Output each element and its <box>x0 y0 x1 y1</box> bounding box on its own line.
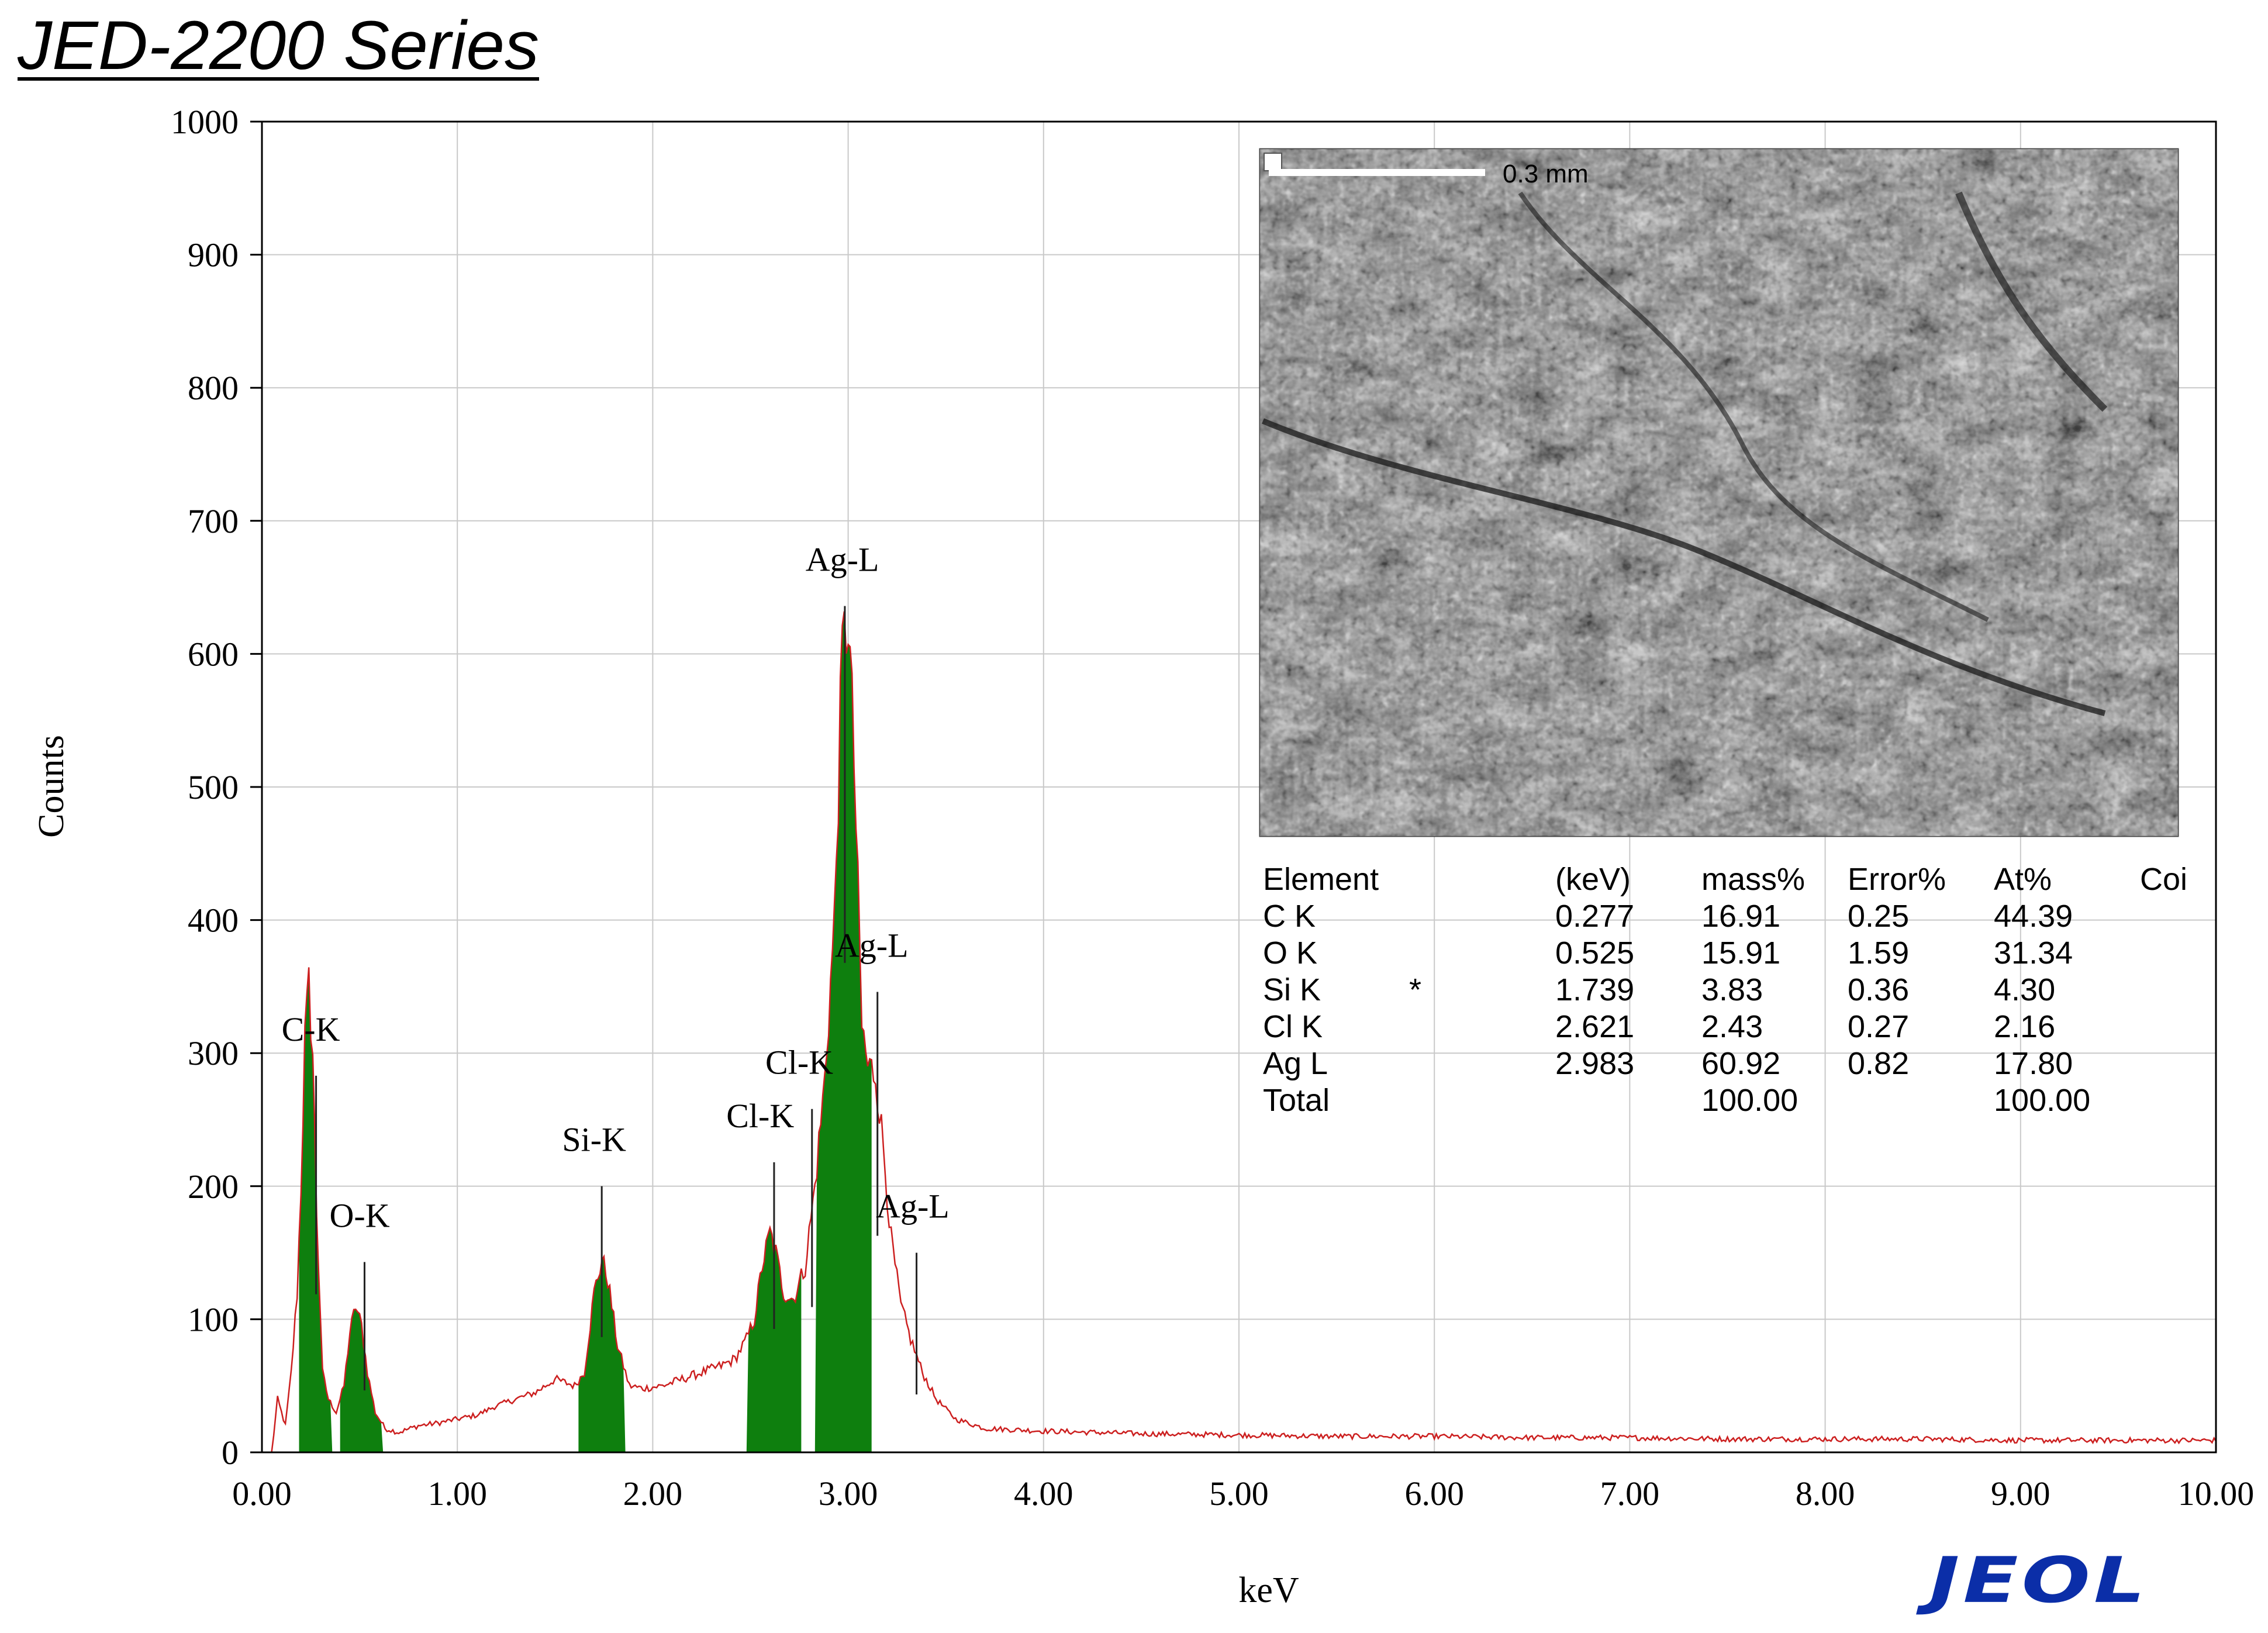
peak-fills <box>299 611 872 1452</box>
peak-fill <box>746 1227 802 1452</box>
y-tick-label: 900 <box>188 236 239 274</box>
scale-bar: 0.3 mm <box>1264 153 1589 188</box>
y-tick-label: 500 <box>188 768 239 806</box>
x-tick-label: 9.00 <box>1991 1475 2050 1513</box>
results-table: Element (keV) mass% Error% At% Coi C K 0.277 16.… <box>1263 862 2187 1118</box>
table-cell: 100.00 <box>1701 1083 1798 1118</box>
table-cell: 0.25 <box>1848 899 1909 934</box>
table-cell: 60.92 <box>1701 1046 1780 1081</box>
table-cell: * <box>1409 972 1421 1007</box>
x-tick-label: 6.00 <box>1404 1475 1464 1513</box>
x-tick-label: 2.00 <box>623 1475 683 1513</box>
x-tick-label: 5.00 <box>1209 1475 1269 1513</box>
table-header: Error% <box>1848 862 1946 897</box>
x-axis-label: keV <box>1238 1570 1299 1610</box>
y-tick-label: 200 <box>188 1168 239 1206</box>
y-tick-label: 700 <box>188 502 239 540</box>
peak-label: Cl-K <box>765 1044 833 1082</box>
peak-label: C-K <box>282 1010 340 1048</box>
table-cell: 0.277 <box>1555 899 1634 934</box>
peak-fill <box>340 1309 384 1452</box>
x-tick-label: 8.00 <box>1796 1475 1855 1513</box>
table-cell: 2.16 <box>1994 1009 2055 1044</box>
x-tick-label: 1.00 <box>427 1475 487 1513</box>
peak-markers: C-K O-K Si-K Cl-K Cl-K Ag-L Ag-L Ag-L <box>282 540 950 1394</box>
y-tick-label: 300 <box>188 1034 239 1072</box>
table-cell: 1.739 <box>1555 972 1634 1007</box>
table-cell: 0.27 <box>1848 1009 1909 1044</box>
jeol-logo: JEOL <box>1929 1544 2149 1617</box>
peak-label: Ag-L <box>876 1187 950 1225</box>
y-tick-label: 800 <box>188 369 239 407</box>
peak-label: O-K <box>330 1196 390 1234</box>
table-cell: 2.621 <box>1555 1009 1634 1044</box>
peak-fill <box>814 611 872 1452</box>
page-title: JED-2200 Series <box>18 7 539 84</box>
table-header: mass% <box>1701 862 1805 897</box>
table-cell: 0.525 <box>1555 935 1634 971</box>
table-cell: 4.30 <box>1994 972 2055 1007</box>
table-header: At% <box>1994 862 2052 897</box>
y-tick-label: 400 <box>188 902 239 940</box>
x-tick-label: 4.00 <box>1014 1475 1073 1513</box>
peak-label: Si-K <box>562 1121 626 1159</box>
table-cell: C K <box>1263 899 1316 934</box>
y-tick-label: 1000 <box>171 103 239 141</box>
peak-fill <box>578 1256 626 1452</box>
table-cell: 100.00 <box>1994 1083 2090 1118</box>
table-cell: 0.36 <box>1848 972 1909 1007</box>
x-tick-label: 3.00 <box>819 1475 878 1513</box>
table-header: Element <box>1263 862 1379 897</box>
table-cell: Si K <box>1263 972 1321 1007</box>
table-cell: 2.983 <box>1555 1046 1634 1081</box>
y-tick-label: 0 <box>222 1434 239 1472</box>
table-cell: 16.91 <box>1701 899 1780 934</box>
x-tick-label: 0.00 <box>232 1475 292 1513</box>
table-cell: 15.91 <box>1701 935 1780 971</box>
x-tick-label: 7.00 <box>1600 1475 1660 1513</box>
table-header: (keV) <box>1555 862 1631 897</box>
tick-labels: 0.00 1.00 2.00 3.00 4.00 5.00 6.00 7.00 8.00 9.00… <box>171 103 2254 1513</box>
y-tick-label: 600 <box>188 635 239 673</box>
table-cell: 17.80 <box>1994 1046 2073 1081</box>
x-tick-label: 10.00 <box>2178 1475 2255 1513</box>
y-axis-label: Counts <box>32 735 71 838</box>
table-cell: Ag L <box>1263 1046 1328 1081</box>
table-cell: 1.59 <box>1848 935 1909 971</box>
table-header: Coi <box>2140 862 2187 897</box>
plot-frame <box>261 120 2217 1454</box>
table-cell: Total <box>1263 1083 1330 1118</box>
table-cell: 2.43 <box>1701 1009 1763 1044</box>
table-cell: 44.39 <box>1994 899 2073 934</box>
sem-micrograph: 0.3 mm <box>1259 148 2179 837</box>
peak-label: Ag-L <box>835 926 909 964</box>
y-tick-label: 100 <box>188 1300 239 1338</box>
peak-label: Ag-L <box>806 540 879 578</box>
spectrum-line <box>271 611 2217 1452</box>
scale-bar-label: 0.3 mm <box>1503 160 1589 188</box>
chart-axes <box>261 120 2217 1454</box>
table-cell: 3.83 <box>1701 972 1763 1007</box>
table-cell: Cl K <box>1263 1009 1323 1044</box>
peak-label: Cl-K <box>726 1097 794 1135</box>
table-cell: 31.34 <box>1994 935 2073 971</box>
table-cell: 0.82 <box>1848 1046 1909 1081</box>
table-cell: O K <box>1263 935 1317 971</box>
